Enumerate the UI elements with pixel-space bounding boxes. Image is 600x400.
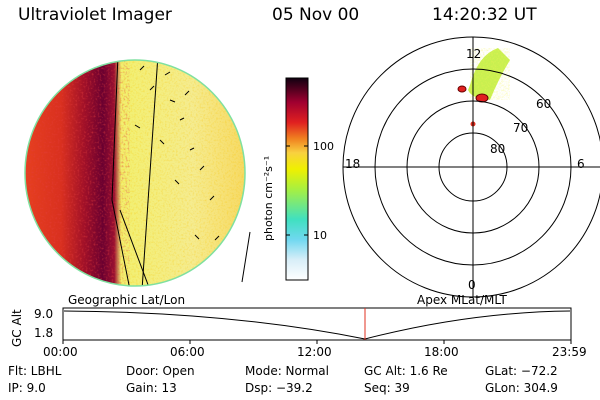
mlt-label-18: 18 — [345, 157, 361, 171]
lat-label-60: 60 — [536, 97, 552, 111]
mlt-label-12: 12 — [466, 47, 482, 61]
filter-value: Flt: LBHL — [8, 364, 62, 378]
altitude-axis-label: GC Alt — [10, 309, 24, 347]
color-scale-bar — [285, 77, 309, 281]
time-label: 14:20:32 UT — [432, 5, 537, 25]
alt-tick-high: 9.0 — [34, 307, 54, 321]
time-tick-1200: 12:00 — [297, 345, 332, 359]
seq-value: Seq: 39 — [364, 381, 410, 395]
mlt-label-0: 0 — [468, 278, 476, 292]
colorbar-tick-100: 100 — [313, 140, 334, 153]
dsp-value: Dsp: −39.2 — [245, 381, 313, 395]
date-label: 05 Nov 00 — [272, 5, 360, 25]
lat-label-80: 80 — [490, 142, 506, 156]
mode-value: Mode: Normal — [245, 364, 329, 378]
time-tick-0600: 06:00 — [170, 345, 205, 359]
ip-value: IP: 9.0 — [8, 381, 46, 395]
alt-tick-low: 1.8 — [34, 326, 54, 340]
lat-label-70: 70 — [513, 121, 529, 135]
time-tick-0000: 00:00 — [43, 345, 78, 359]
time-tick-1800: 18:00 — [424, 345, 459, 359]
gain-value: Gain: 13 — [126, 381, 177, 395]
instrument-title: Ultraviolet Imager — [18, 5, 172, 25]
glon-value: GLon: 304.9 — [485, 381, 558, 395]
door-value: Door: Open — [126, 364, 195, 378]
projection-right-label: Apex MLat/MLT — [417, 293, 507, 307]
gc-alt-value: GC Alt: 1.6 Re — [364, 364, 448, 378]
colorbar-tick-10: 10 — [313, 229, 327, 242]
time-tick-2359: 23:59 — [552, 345, 587, 359]
glat-value: GLat: −72.2 — [485, 364, 558, 378]
projection-left-label: Geographic Lat/Lon — [68, 293, 186, 307]
mlt-label-6: 6 — [577, 157, 585, 171]
